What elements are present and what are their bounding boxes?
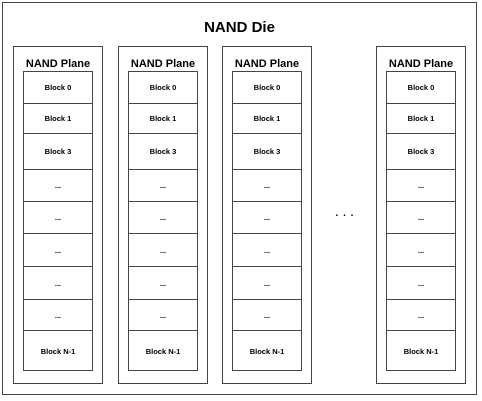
block-cell: Block 0 xyxy=(253,83,281,92)
block-cell: Block 3 xyxy=(129,133,197,169)
block-cell: Block N-1 xyxy=(233,330,301,372)
plane-title: NAND Plane xyxy=(234,58,300,70)
block-cell: ... xyxy=(24,299,92,330)
plane-gap-ellipsis: . . . xyxy=(335,208,355,219)
block-cell: Block 3 xyxy=(24,133,92,169)
block-cell: ... xyxy=(129,201,197,233)
block-cell: Block N-1 xyxy=(24,330,92,372)
block-cell: ... xyxy=(24,266,92,299)
block-cell: Block 0 xyxy=(407,83,435,92)
plane-title: NAND Plane xyxy=(388,58,454,70)
block-cell: Block 1 xyxy=(233,103,301,133)
block-cell: ... xyxy=(233,201,301,233)
block-cell: ... xyxy=(387,299,455,330)
plane-title: NAND Plane xyxy=(130,58,196,70)
block-cell: Block 3 xyxy=(233,133,301,169)
block-cell: ... xyxy=(129,266,197,299)
block-cell: ... xyxy=(387,266,455,299)
block-cell: ... xyxy=(233,169,301,201)
block-cell: Block N-1 xyxy=(387,330,455,372)
block-cell: ... xyxy=(387,169,455,201)
die-title: NAND Die xyxy=(204,19,275,36)
plane-title: NAND Plane xyxy=(25,58,91,70)
block-cell: Block N-1 xyxy=(129,330,197,372)
nand-plane: NAND Plane Block 0 Block 1 Block 3........… xyxy=(118,46,208,384)
nand-plane: NAND Plane Block 0 Block 1 Block 3........… xyxy=(13,46,103,384)
block-stack: Block 0 Block 1 Block 3............... Bloc… xyxy=(23,71,93,371)
block-cell: ... xyxy=(24,201,92,233)
block-cell: ... xyxy=(24,169,92,201)
block-cell: ... xyxy=(129,233,197,266)
block-cell: ... xyxy=(233,266,301,299)
nand-plane: NAND Plane Block 0 Block 1 Block 3........… xyxy=(222,46,312,384)
nand-plane: NAND Plane Block 0 Block 1 Block 3........… xyxy=(376,46,466,384)
block-stack: Block 0 Block 1 Block 3............... Bloc… xyxy=(232,71,302,371)
block-cell: ... xyxy=(387,233,455,266)
block-cell: Block 0 xyxy=(149,83,177,92)
block-cell: ... xyxy=(233,299,301,330)
block-cell: Block 3 xyxy=(387,133,455,169)
block-cell: Block 1 xyxy=(387,103,455,133)
block-stack: Block 0 Block 1 Block 3............... Bloc… xyxy=(128,71,198,371)
block-cell: ... xyxy=(129,169,197,201)
block-cell: Block 1 xyxy=(129,103,197,133)
block-cell: ... xyxy=(129,299,197,330)
block-cell: Block 0 xyxy=(44,83,72,92)
block-cell: Block 1 xyxy=(24,103,92,133)
block-cell: ... xyxy=(387,201,455,233)
block-stack: Block 0 Block 1 Block 3............... Bloc… xyxy=(386,71,456,371)
block-cell: ... xyxy=(24,233,92,266)
block-cell: ... xyxy=(233,233,301,266)
